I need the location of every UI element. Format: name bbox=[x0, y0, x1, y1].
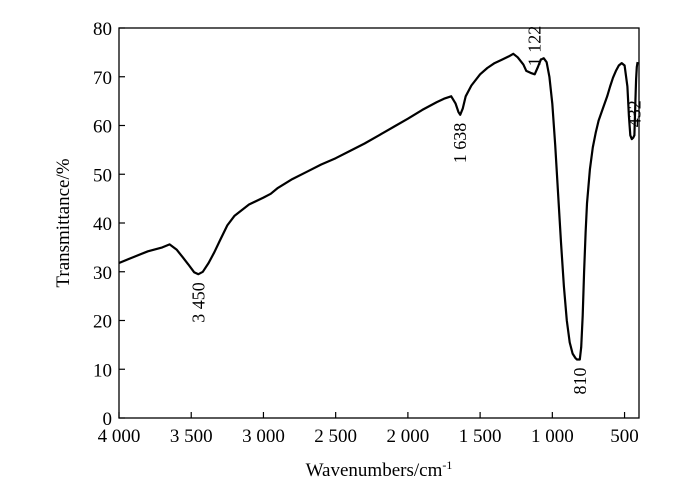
x-tick-label: 3 000 bbox=[242, 426, 285, 447]
x-tick-label: 3 500 bbox=[170, 426, 213, 447]
x-tick-label: 2 000 bbox=[387, 426, 430, 447]
y-tick-label: 70 bbox=[93, 68, 112, 89]
peak-label: 3 450 bbox=[188, 282, 208, 323]
plot-area bbox=[118, 27, 640, 419]
x-axis-title: Wavenumbers/cm-1 bbox=[306, 458, 453, 481]
y-tick-label: 20 bbox=[93, 312, 112, 333]
y-tick-label: 30 bbox=[93, 263, 112, 284]
y-axis-title: Transmittance/% bbox=[53, 158, 74, 287]
plot-frame bbox=[118, 27, 640, 419]
y-axis-ticks: 0 10 20 30 40 50 60 70 80 bbox=[93, 19, 125, 430]
y-tick-label: 80 bbox=[93, 19, 112, 40]
transmittance-series-line bbox=[118, 52, 639, 361]
x-tick-label: 2 500 bbox=[314, 426, 357, 447]
y-tick-label: 0 bbox=[103, 409, 113, 430]
peak-label: 810 bbox=[570, 368, 590, 395]
y-tick-label: 10 bbox=[93, 360, 112, 381]
peak-label: 432 bbox=[624, 100, 644, 127]
x-tick-label: 1 500 bbox=[459, 426, 502, 447]
y-tick-label: 50 bbox=[93, 165, 112, 186]
peak-labels: 3 450 1 638 1 122 810 432 bbox=[188, 26, 644, 395]
x-tick-label: 1 000 bbox=[531, 426, 574, 447]
y-tick-label: 60 bbox=[93, 117, 112, 138]
x-axis-ticks: 4 000 3 500 3 000 2 500 2 000 1 500 1 000 500 bbox=[98, 412, 639, 447]
x-tick-label: 500 bbox=[610, 426, 639, 447]
x-tick-label: 4 000 bbox=[98, 426, 141, 447]
peak-label: 1 638 bbox=[450, 123, 470, 164]
peak-label: 1 122 bbox=[525, 26, 545, 67]
y-tick-label: 40 bbox=[93, 214, 112, 235]
